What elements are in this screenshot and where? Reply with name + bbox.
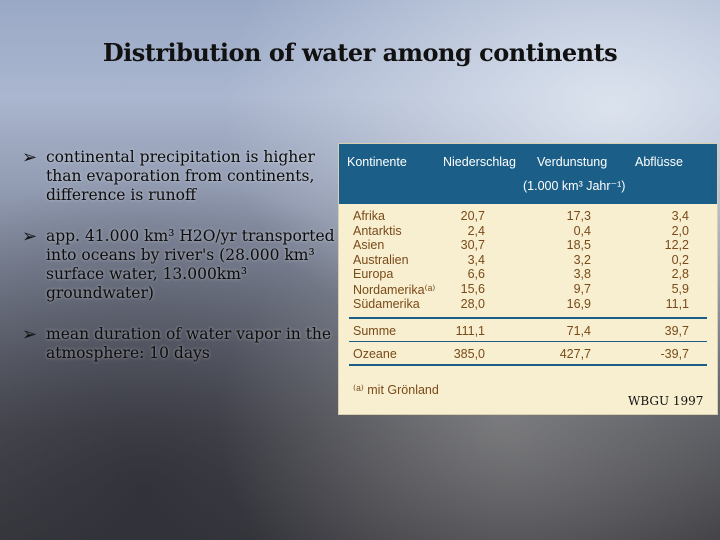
table-row: Afrika 20,7 17,3 3,4 xyxy=(339,209,717,224)
cell-precip: 30,7 xyxy=(460,238,485,253)
bullet-item: ➢ app. 41.000 km³ H2O/yr transported int… xyxy=(22,227,342,303)
cell-evap: 3,8 xyxy=(573,267,591,282)
cell-sum-label: Summe xyxy=(353,323,397,338)
cell-precip: 15,6 xyxy=(460,281,485,296)
cell-precip: 6,6 xyxy=(467,267,485,282)
table-divider xyxy=(349,340,707,343)
table-row: Asien 30,7 18,5 12,2 xyxy=(339,238,717,253)
ocean-row: Ozeane 385,0 427,7 -39,7 xyxy=(339,344,717,364)
cell-continent: Antarktis xyxy=(353,223,402,238)
header-niederschlag: Niederschlag xyxy=(443,155,516,169)
cell-runoff: 2,8 xyxy=(671,267,689,282)
table-divider xyxy=(349,317,707,319)
cell-runoff: 3,4 xyxy=(671,209,689,223)
cell-evap: 0,4 xyxy=(573,223,591,238)
bullet-text: app. 41.000 km³ H2O/yr transported into … xyxy=(46,227,335,302)
cell-precip: 3,4 xyxy=(467,252,485,267)
cell-continent: Südamerika xyxy=(353,296,420,311)
bullet-list: ➢ continental precipitation is higher th… xyxy=(22,148,342,381)
cell-runoff: 5,9 xyxy=(671,281,689,296)
table-header: Kontinente Niederschlag Verdunstung Abfl… xyxy=(339,144,717,204)
cell-evap: 18,5 xyxy=(566,238,591,253)
cell-evap: 17,3 xyxy=(566,209,591,223)
cell-sum-runoff: 39,7 xyxy=(664,323,689,338)
cell-evap: 9,7 xyxy=(573,281,591,296)
water-balance-table: Kontinente Niederschlag Verdunstung Abfl… xyxy=(338,143,718,415)
arrow-bullet-icon: ➢ xyxy=(22,147,38,168)
cell-continent: Nordamerika⁽ᵃ⁾ xyxy=(353,282,436,297)
sum-row: Summe 111,1 71,4 39,7 xyxy=(339,321,717,341)
table-row: Nordamerika⁽ᵃ⁾ 15,6 9,7 5,9 xyxy=(339,282,717,297)
cell-continent: Asien xyxy=(353,238,385,253)
cell-ocean-label: Ozeane xyxy=(353,347,397,362)
source-citation: WBGU 1997 xyxy=(628,394,704,408)
bullet-item: ➢ continental precipitation is higher th… xyxy=(22,148,342,205)
arrow-bullet-icon: ➢ xyxy=(22,324,38,345)
cell-continent: Europa xyxy=(353,267,394,282)
bullet-text: mean duration of water vapor in the atmo… xyxy=(46,325,332,362)
cell-runoff: 0,2 xyxy=(671,252,689,267)
cell-evap: 3,2 xyxy=(573,252,591,267)
table-row: Australien 3,4 3,2 0,2 xyxy=(339,253,717,268)
table-footnote: ⁽ᵃ⁾ mit Grönland xyxy=(353,383,439,397)
table-row: Südamerika 28,0 16,9 11,1 xyxy=(339,297,717,312)
cell-continent: Australien xyxy=(353,252,409,267)
cell-ocean-runoff: -39,7 xyxy=(660,347,690,362)
table-body: Afrika 20,7 17,3 3,4 Antarktis 2,4 0,4 2… xyxy=(339,204,717,366)
table-divider xyxy=(349,364,707,366)
table-row: Europa 6,6 3,8 2,8 xyxy=(339,267,717,282)
header-unit: (1.000 km³ Jahr⁻¹) xyxy=(523,179,626,193)
cell-precip: 20,7 xyxy=(460,209,485,223)
cell-precip: 2,4 xyxy=(467,223,485,238)
header-abfluesse: Abflüsse xyxy=(635,155,683,169)
header-kontinente: Kontinente xyxy=(347,155,407,169)
cell-sum-precip: 111,1 xyxy=(455,323,485,338)
cell-sum-evap: 71,4 xyxy=(566,323,591,338)
cell-runoff: 12,2 xyxy=(664,238,689,253)
bullet-item: ➢ mean duration of water vapor in the at… xyxy=(22,325,342,363)
cell-precip: 28,0 xyxy=(460,296,485,311)
cell-ocean-precip: 385,0 xyxy=(453,347,485,362)
table-row: Antarktis 2,4 0,4 2,0 xyxy=(339,224,717,239)
header-verdunstung: Verdunstung xyxy=(537,155,608,169)
bullet-text: continental precipitation is higher than… xyxy=(46,148,315,204)
cell-runoff: 11,1 xyxy=(665,296,689,311)
cell-evap: 16,9 xyxy=(566,296,591,311)
cell-continent: Afrika xyxy=(353,209,385,223)
cell-runoff: 2,0 xyxy=(671,223,689,238)
arrow-bullet-icon: ➢ xyxy=(22,226,38,247)
cell-ocean-evap: 427,7 xyxy=(559,347,591,362)
slide-title: Distribution of water among continents xyxy=(102,38,618,67)
